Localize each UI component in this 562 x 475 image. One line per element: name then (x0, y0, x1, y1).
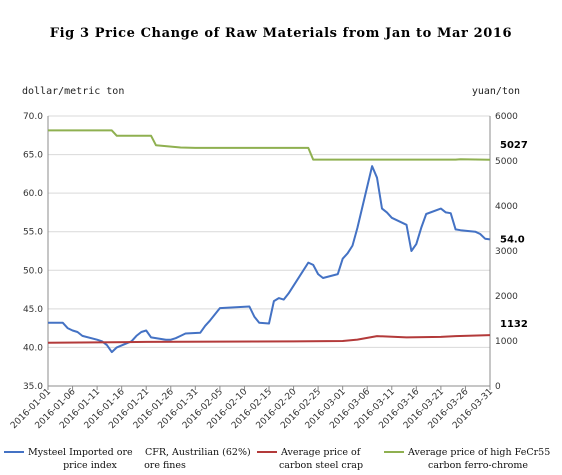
series-line-1 (47, 334, 491, 344)
y-axis-left-ticks: 35.0 40.0 45.0 50.0 55.0 60.0 65.0 70.0 (23, 112, 43, 392)
legend: Mysteel Imported ore price index CFR, Aust… (4, 447, 550, 471)
y-left-tick-label: 45.0 (23, 305, 43, 315)
axes (47, 116, 491, 387)
y-left-tick-label: 55.0 (23, 228, 43, 238)
legend-label: Average price of high FeCr55 (407, 447, 550, 458)
series-end-label: 5027 (500, 140, 528, 151)
y-axis-left-label: dollar/metric ton (22, 86, 124, 97)
y-left-tick-label: 60.0 (23, 189, 43, 199)
y-left-tick-label: 40.0 (23, 343, 43, 353)
y-right-tick-label: 0 (495, 382, 501, 392)
series-line-2 (48, 129, 491, 161)
chart-title: Fig 3 Price Change of Raw Materials from… (49, 26, 513, 41)
legend-label: ore fines (144, 460, 186, 471)
y-left-tick-label: 50.0 (23, 266, 43, 276)
y-right-tick-label: 3000 (495, 247, 518, 257)
grid (48, 115, 490, 387)
y-right-tick-label: 1000 (495, 337, 518, 347)
y-axis-right-ticks: 0 1000 2000 3000 4000 5000 6000 (495, 112, 518, 392)
y-right-tick-label: 4000 (495, 202, 518, 212)
y-right-tick-label: 6000 (495, 112, 518, 122)
series-lines (47, 129, 491, 354)
legend-label: CFR, Austrilian (62%) (145, 447, 251, 458)
y-axis-right-label: yuan/ton (472, 86, 520, 97)
x-axis-ticks: 2016-01-012016-01-062016-01-112016-01-16… (9, 386, 495, 431)
y-right-tick-label: 5000 (495, 157, 518, 167)
legend-label: price index (63, 460, 117, 471)
y-left-tick-label: 70.0 (23, 112, 43, 122)
legend-label: Mysteel Imported ore (28, 447, 133, 458)
series-end-label: 54.0 (500, 234, 525, 245)
legend-label: carbon ferro-chrome (428, 460, 528, 471)
y-right-tick-label: 2000 (495, 292, 518, 302)
legend-label: Average price of (280, 447, 362, 458)
series-line-0 (48, 165, 491, 354)
series-end-label: 1132 (500, 319, 528, 330)
end-labels: 54.0 1132 5027 (500, 140, 528, 330)
y-left-tick-label: 65.0 (23, 151, 43, 161)
legend-label: carbon steel crap (279, 460, 363, 471)
y-left-tick-label: 35.0 (23, 382, 43, 392)
